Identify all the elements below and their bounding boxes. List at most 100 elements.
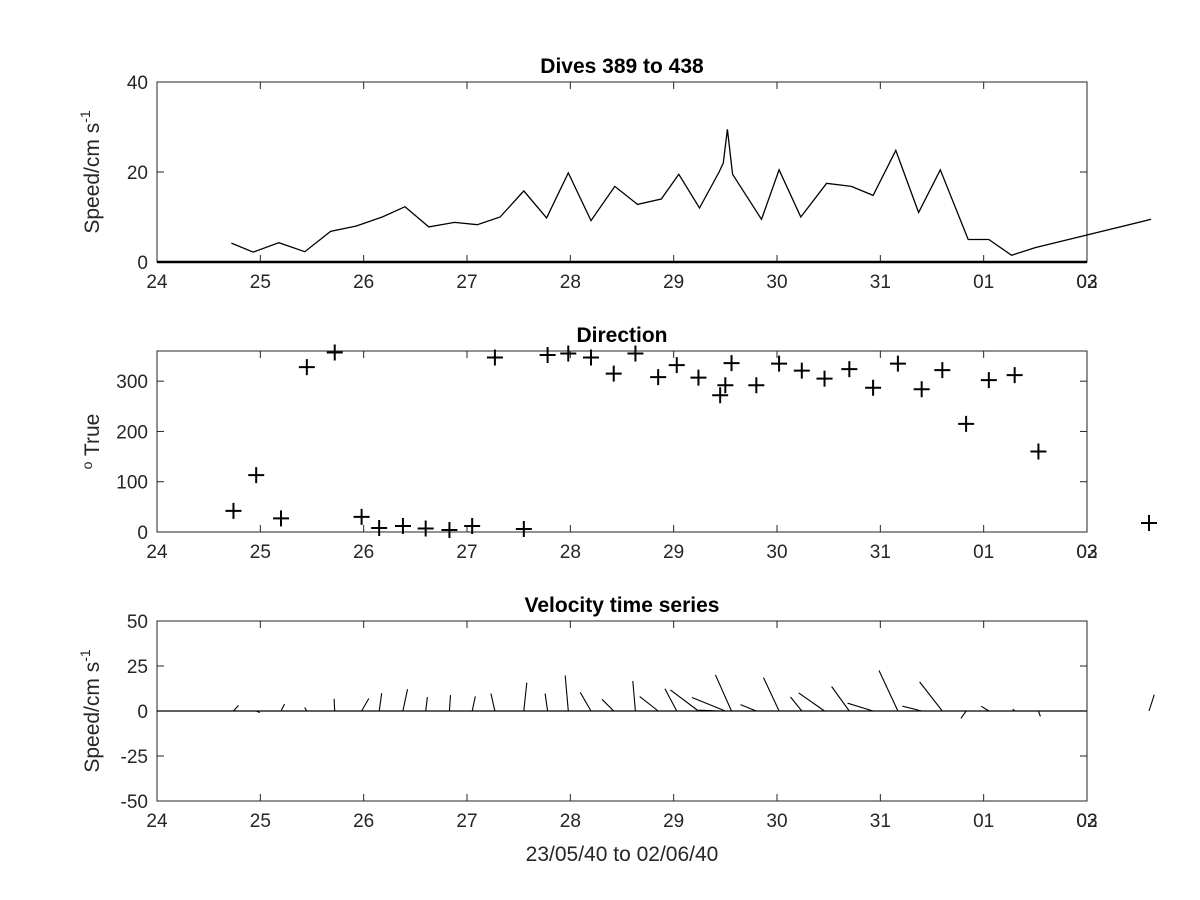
x-tick-label: 01 bbox=[973, 542, 994, 563]
velocity-vector bbox=[304, 707, 308, 712]
velocity-vector bbox=[698, 709, 721, 712]
direction-point bbox=[417, 520, 434, 537]
velocity-vector bbox=[1012, 708, 1016, 712]
direction-point bbox=[248, 467, 265, 484]
axes-box bbox=[156, 350, 1088, 533]
direction-point bbox=[1141, 514, 1157, 531]
velocity-vector bbox=[255, 710, 261, 714]
x-tick-label: 24 bbox=[146, 272, 168, 293]
direction-point bbox=[771, 355, 788, 372]
y-axis-label-base: Speed/cm s bbox=[81, 662, 104, 773]
direction-point bbox=[712, 387, 729, 404]
direction-point bbox=[913, 381, 930, 398]
y-tick-label: 0 bbox=[137, 253, 148, 274]
velocity-vector bbox=[831, 686, 850, 712]
x-tick-label: 25 bbox=[250, 542, 271, 563]
direction-point bbox=[515, 520, 532, 537]
velocity-vector bbox=[763, 677, 780, 712]
direction-point bbox=[298, 359, 315, 376]
velocity-vector bbox=[714, 674, 733, 712]
direction-point bbox=[353, 508, 370, 525]
velocity-vector bbox=[544, 693, 549, 712]
y-axis-label: Speed/cm s-1 bbox=[77, 110, 104, 234]
velocity-vector bbox=[523, 682, 528, 712]
y-tick-label: -25 bbox=[121, 747, 148, 768]
direction-point bbox=[394, 517, 411, 534]
velocity-vector bbox=[601, 698, 615, 712]
x-tick-label: 28 bbox=[560, 272, 581, 293]
x-tick-label: 27 bbox=[456, 542, 477, 563]
direction-point bbox=[723, 355, 740, 372]
y-tick-label: 50 bbox=[127, 612, 148, 633]
speed-series-line bbox=[231, 129, 1152, 257]
direction-point bbox=[958, 415, 975, 432]
x-tick-label: 30 bbox=[766, 542, 787, 563]
y-axis-label: Speed/cm s-1 bbox=[77, 649, 104, 773]
direction-point bbox=[583, 349, 599, 366]
x-tick-label: 31 bbox=[870, 542, 891, 563]
y-axis-label: o True bbox=[79, 414, 104, 470]
velocity-vector bbox=[980, 705, 990, 712]
direction-point bbox=[273, 510, 289, 527]
direction-point bbox=[486, 349, 503, 366]
velocity-vector bbox=[564, 675, 569, 712]
velocity-vector bbox=[361, 698, 370, 712]
velocity-vector bbox=[790, 696, 803, 712]
y-axis-label-sup: o bbox=[79, 461, 95, 469]
direction-point bbox=[668, 357, 685, 374]
x-tick-label: 29 bbox=[663, 272, 684, 293]
direction-point bbox=[816, 370, 833, 387]
direction-point bbox=[793, 362, 810, 379]
velocity-vector bbox=[1037, 710, 1041, 717]
y-tick-label: 100 bbox=[116, 473, 148, 494]
velocity-vector bbox=[1148, 694, 1155, 712]
chart-title: Direction bbox=[576, 324, 667, 347]
direction-point bbox=[934, 362, 951, 379]
velocity-vector bbox=[233, 705, 239, 712]
y-tick-label: 20 bbox=[127, 163, 148, 184]
velocity-vector bbox=[740, 704, 757, 712]
x-tick-label: 30 bbox=[766, 272, 787, 293]
direction-point bbox=[627, 345, 644, 362]
x-tick-label: 01 bbox=[973, 272, 994, 293]
direction-point bbox=[464, 517, 481, 534]
y-axis-label-base: Speed/cm s bbox=[81, 123, 104, 234]
x-tick-label: 28 bbox=[560, 542, 581, 563]
velocity-vector bbox=[902, 705, 922, 712]
x-tick-label: 28 bbox=[560, 811, 581, 832]
x-tick-label: 01 bbox=[973, 811, 994, 832]
x-tick-label: 03 bbox=[1076, 811, 1097, 832]
velocity-vector bbox=[471, 696, 476, 712]
direction-point bbox=[865, 379, 882, 396]
direction-point bbox=[539, 347, 556, 364]
x-tick-label: 30 bbox=[766, 811, 787, 832]
velocity-vector bbox=[847, 702, 874, 712]
direction-point bbox=[1030, 443, 1047, 460]
velocity-vector bbox=[425, 697, 428, 712]
velocity-vector bbox=[333, 698, 336, 712]
velocity-vector bbox=[490, 693, 496, 712]
axes-box bbox=[156, 81, 1088, 263]
direction-point bbox=[326, 344, 343, 361]
direction-point bbox=[605, 365, 622, 382]
velocity-vector bbox=[670, 689, 699, 712]
velocity-vector bbox=[632, 680, 636, 712]
velocity-vector bbox=[919, 681, 943, 712]
x-tick-label: 26 bbox=[353, 272, 374, 293]
y-tick-label: 40 bbox=[127, 73, 148, 94]
chart-title: Dives 389 to 438 bbox=[540, 55, 704, 78]
velocity-vector bbox=[402, 689, 409, 712]
y-tick-label: 200 bbox=[116, 422, 148, 443]
x-tick-label: 02 bbox=[1076, 811, 1097, 832]
velocity-vector bbox=[579, 692, 592, 712]
direction-point bbox=[717, 377, 734, 394]
velocity-vector bbox=[448, 695, 452, 712]
x-tick-label: 25 bbox=[250, 272, 271, 293]
x-tick-label: 31 bbox=[870, 272, 891, 293]
direction-point bbox=[650, 369, 667, 386]
direction-point bbox=[225, 502, 242, 519]
